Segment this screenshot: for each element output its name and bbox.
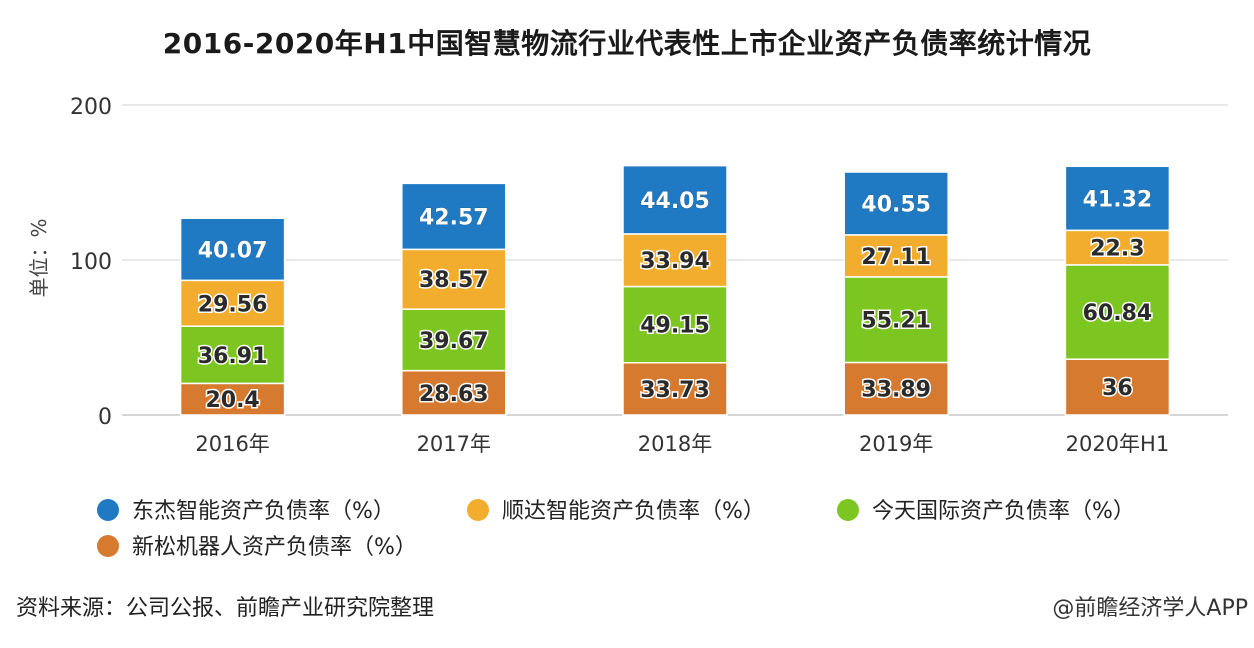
x-tick-label: 2019年 [859, 432, 933, 456]
y-axis-label: 单位：% [27, 218, 51, 297]
x-tick-label: 2017年 [417, 432, 491, 456]
legend-marker [837, 499, 859, 521]
data-label: 33.89 [861, 378, 931, 403]
data-label: 27.11 [861, 245, 931, 270]
legend-layer: 东杰智能资产负债率（%） 顺达智能资产负债率（%） 今天国际资产负债率（%） 新松机器… [97, 499, 1135, 560]
data-label: 33.73 [640, 378, 710, 403]
data-label: 41.32 [1083, 187, 1153, 212]
bar-segment [1064, 229, 1171, 266]
bar-segment [1064, 358, 1171, 416]
credit-note: @前瞻经济学人APP [1052, 596, 1248, 621]
bar-segment [179, 325, 286, 385]
chart-title: 2016-2020年H1中国智慧物流行业代表性上市企业资产负债率统计情况 [162, 27, 1092, 60]
bar-segment [843, 171, 949, 236]
bar-segment [622, 164, 728, 235]
bar-segment [401, 369, 507, 416]
bar-segment [622, 285, 728, 364]
data-label: 55.21 [861, 309, 931, 334]
data-label: 49.15 [640, 314, 710, 339]
bar-segment [179, 217, 286, 282]
legend-marker [97, 499, 119, 521]
legend-marker [97, 535, 119, 557]
x-tick-label: 2018年 [638, 432, 712, 456]
legend-label: 东杰智能资产负债率（%） [132, 499, 395, 524]
data-label: 28.63 [419, 382, 489, 407]
x-tick-label: 2016年 [195, 432, 269, 456]
legend-label: 顺达智能资产负债率（%） [502, 499, 765, 524]
y-tick-label: 200 [70, 95, 112, 120]
data-label: 36 [1102, 376, 1133, 401]
data-label: 29.56 [198, 292, 268, 317]
data-label: 36.91 [198, 344, 268, 369]
bar-segment [1064, 165, 1171, 232]
data-label: 39.67 [419, 329, 489, 354]
y-tick-label: 0 [98, 405, 112, 430]
data-label: 33.94 [640, 249, 710, 274]
x-tick-label: 2020年H1 [1066, 432, 1170, 456]
bar-segment [401, 248, 507, 310]
bar-segment [401, 308, 507, 372]
legend-label: 新松机器人资产负债率（%） [132, 535, 417, 560]
data-label: 38.57 [419, 268, 489, 293]
data-label: 44.05 [640, 189, 710, 214]
data-label: 22.3 [1090, 237, 1144, 262]
bar-segment [622, 233, 728, 288]
data-label: 20.4 [205, 388, 259, 413]
y-tick-label: 100 [70, 250, 112, 275]
bars-layer: 20.4 36.91 29.56 40.07 28.63 39.67 38.57 42.57 3… [179, 164, 1171, 416]
legend-marker [467, 499, 489, 521]
bar-segment [843, 361, 949, 416]
axis-layer: 0 100 200 单位：% 2016年 2017年 2018年 2019年 2020年H1 [27, 95, 1169, 456]
data-label: 42.57 [419, 205, 489, 230]
bar-segment [179, 279, 286, 327]
data-label: 40.07 [198, 238, 268, 263]
source-note: 资料来源：公司公报、前瞻产业研究院整理 [16, 596, 435, 621]
bar-segment [843, 234, 949, 278]
bar-segment [401, 182, 507, 251]
data-label: 40.55 [861, 192, 931, 217]
data-label: 60.84 [1083, 301, 1153, 326]
bar-segment [843, 276, 949, 364]
legend-label: 今天国际资产负债率（%） [872, 499, 1135, 524]
